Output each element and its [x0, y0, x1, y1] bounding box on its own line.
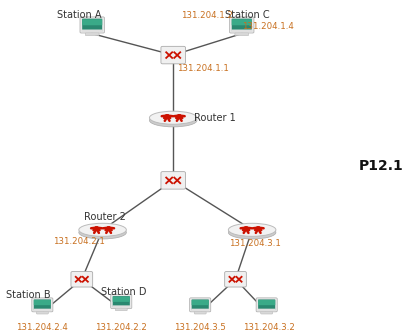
Text: P12.1: P12.1 — [359, 159, 403, 172]
FancyBboxPatch shape — [36, 311, 48, 314]
Text: 131.204.2.1: 131.204.2.1 — [53, 237, 105, 246]
Text: 131.204.1.4: 131.204.1.4 — [242, 22, 294, 31]
FancyBboxPatch shape — [256, 298, 277, 312]
FancyBboxPatch shape — [191, 299, 209, 310]
FancyBboxPatch shape — [258, 299, 275, 310]
Text: Station A: Station A — [57, 10, 102, 20]
Text: Station C: Station C — [225, 10, 269, 20]
Ellipse shape — [79, 226, 127, 239]
Ellipse shape — [150, 111, 197, 124]
FancyBboxPatch shape — [82, 30, 103, 32]
FancyBboxPatch shape — [190, 298, 211, 312]
FancyBboxPatch shape — [230, 17, 254, 33]
Text: Station B: Station B — [6, 290, 51, 300]
Text: 131.204.3.5: 131.204.3.5 — [174, 323, 226, 332]
FancyBboxPatch shape — [32, 298, 53, 312]
FancyBboxPatch shape — [194, 311, 206, 314]
FancyBboxPatch shape — [71, 271, 93, 287]
FancyBboxPatch shape — [113, 296, 130, 307]
FancyBboxPatch shape — [225, 271, 246, 287]
FancyBboxPatch shape — [232, 19, 252, 31]
Ellipse shape — [79, 223, 127, 236]
FancyBboxPatch shape — [235, 33, 248, 36]
Text: Router 2: Router 2 — [84, 212, 126, 222]
FancyBboxPatch shape — [80, 17, 104, 33]
FancyBboxPatch shape — [191, 300, 209, 305]
FancyBboxPatch shape — [82, 19, 102, 31]
FancyBboxPatch shape — [261, 311, 273, 314]
Ellipse shape — [228, 223, 276, 236]
FancyBboxPatch shape — [112, 305, 130, 308]
Text: 131.204.1.2: 131.204.1.2 — [181, 11, 233, 20]
FancyBboxPatch shape — [34, 309, 51, 311]
Text: Station D: Station D — [101, 287, 146, 297]
Ellipse shape — [228, 226, 276, 239]
FancyBboxPatch shape — [113, 297, 130, 302]
FancyBboxPatch shape — [85, 33, 99, 36]
Text: 131.204.1.1: 131.204.1.1 — [177, 64, 229, 73]
Text: 131.204.2.4: 131.204.2.4 — [16, 323, 68, 332]
Ellipse shape — [150, 114, 197, 127]
FancyBboxPatch shape — [115, 308, 127, 311]
Text: 131.204.2.2: 131.204.2.2 — [96, 323, 147, 332]
Text: 131.204.3.1: 131.204.3.1 — [229, 238, 281, 247]
FancyBboxPatch shape — [231, 30, 252, 32]
FancyBboxPatch shape — [161, 46, 186, 64]
FancyBboxPatch shape — [258, 309, 276, 311]
Text: Router 1: Router 1 — [194, 113, 236, 123]
FancyBboxPatch shape — [232, 19, 252, 25]
FancyBboxPatch shape — [82, 19, 102, 25]
FancyBboxPatch shape — [34, 299, 51, 310]
FancyBboxPatch shape — [34, 300, 51, 305]
FancyBboxPatch shape — [111, 295, 132, 309]
FancyBboxPatch shape — [191, 309, 209, 311]
FancyBboxPatch shape — [258, 300, 275, 305]
FancyBboxPatch shape — [161, 171, 186, 189]
Text: 131.204.3.2: 131.204.3.2 — [243, 323, 295, 332]
